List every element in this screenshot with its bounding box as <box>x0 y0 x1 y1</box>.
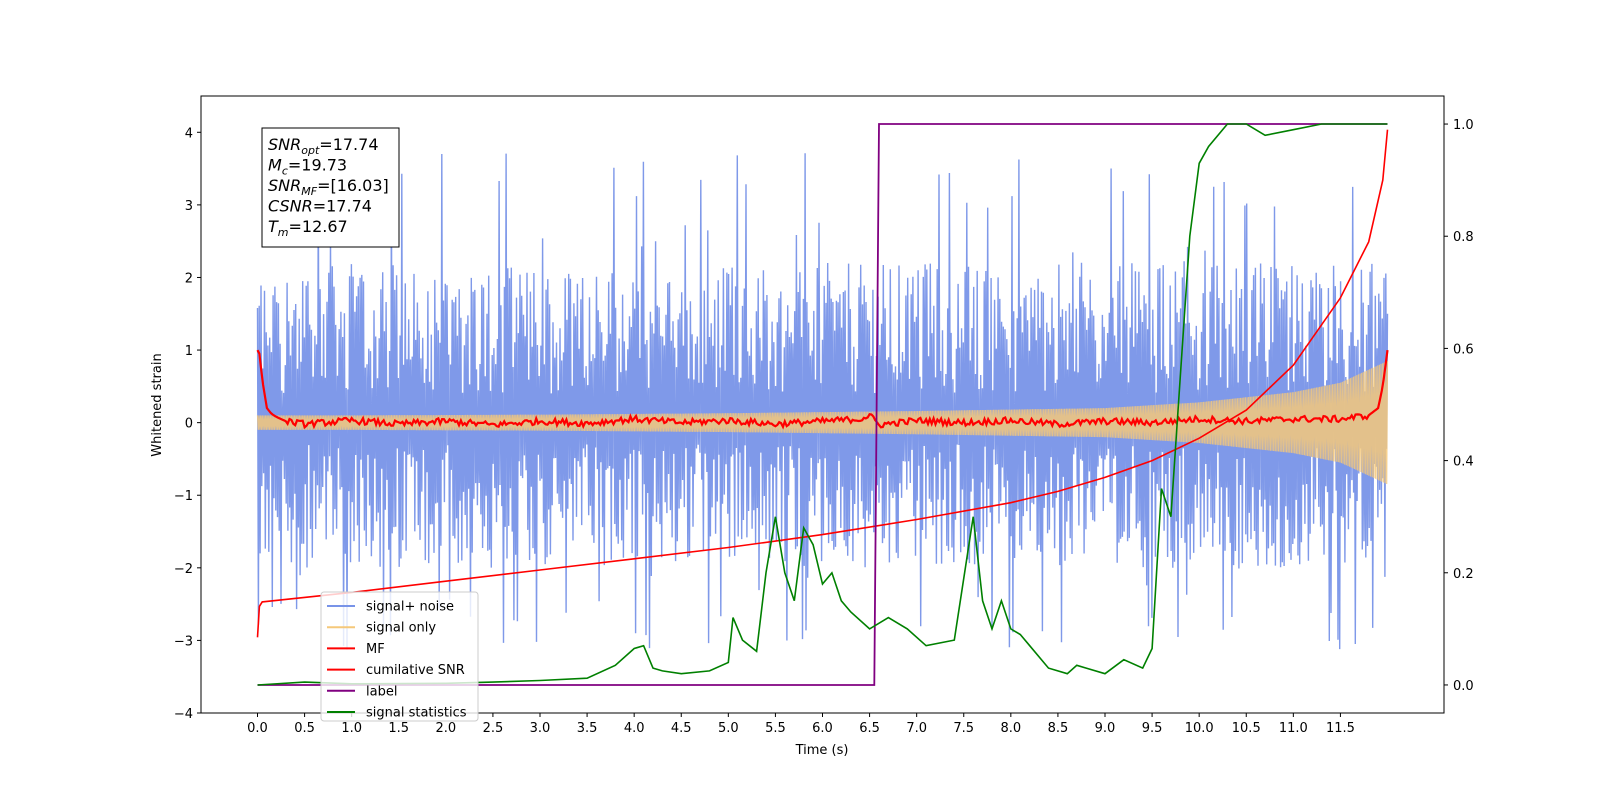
y-tick-label: 1 <box>185 344 193 359</box>
plot-area <box>256 123 1389 686</box>
annotation-value: =[16.03] <box>317 176 389 195</box>
x-tick-label: 7.0 <box>906 721 927 736</box>
x-tick-label: 11.5 <box>1326 721 1355 736</box>
y-tick-label: 0 <box>185 417 193 432</box>
legend-label: signal statistics <box>366 706 467 721</box>
annotation-frame <box>261 127 400 248</box>
y2-tick-label: 0.0 <box>1453 679 1474 694</box>
series-mf-line <box>256 349 1389 430</box>
series-label-line <box>257 123 1388 686</box>
x-axis: 0.0 0.5 1.0 1.5 2.0 2.5 3.0 3.5 4.0 4.5 5.0 5.5 6.0 6… <box>247 713 1355 736</box>
annotation-value: =17.74 <box>313 197 372 216</box>
x-tick-label: 6.0 <box>812 721 833 736</box>
y-tick-label: −1 <box>174 489 193 504</box>
x-tick-label: 1.0 <box>341 721 362 736</box>
annotation-symbol: CSNR <box>268 197 313 216</box>
annotation-box: SNRopt=17.74Mc=19.73SNRMF=[16.03]CSNR=17… <box>261 127 400 248</box>
annotation-symbol: SNR <box>268 135 301 154</box>
y-tick-label: −3 <box>174 634 193 649</box>
annotation-symbol: M <box>268 156 282 175</box>
legend: signal+ noise signal only MF cumilative SNR… <box>320 591 479 722</box>
annotation-symbol: SNR <box>268 176 301 195</box>
x-tick-label: 3.0 <box>530 721 551 736</box>
y-axis-label: Whitened strain <box>150 353 165 456</box>
y-tick-label: −2 <box>174 562 193 577</box>
y2-tick-label: 0.6 <box>1453 342 1474 357</box>
y-axis-right: 0.0 0.2 0.4 0.6 0.8 1.0 <box>1444 118 1474 694</box>
x-tick-label: 10.5 <box>1232 721 1261 736</box>
x-tick-label: 0.5 <box>294 721 315 736</box>
x-tick-label: 2.0 <box>435 721 456 736</box>
y-tick-label: −4 <box>174 707 193 722</box>
legend-label: label <box>366 684 397 699</box>
x-tick-label: 4.0 <box>624 721 645 736</box>
annotation-subscript: c <box>282 165 288 178</box>
annotation-line: SNRopt=17.74 <box>268 135 379 157</box>
legend-label: MF <box>366 642 385 657</box>
y2-tick-label: 1.0 <box>1453 118 1474 133</box>
y2-tick-label: 0.2 <box>1453 567 1474 582</box>
annotation-line: SNRMF=[16.03] <box>268 176 389 198</box>
x-tick-label: 9.5 <box>1142 721 1163 736</box>
legend-label: signal+ noise <box>366 600 454 615</box>
series-signal-statistics-line <box>257 123 1388 686</box>
annotation-symbol: T <box>268 217 279 236</box>
legend-label: cumilative SNR <box>366 663 465 678</box>
annotation-value: =12.67 <box>289 217 348 236</box>
y-tick-label: 3 <box>185 199 193 214</box>
y-tick-label: 2 <box>185 271 193 286</box>
legend-frame <box>320 591 479 722</box>
x-tick-label: 5.5 <box>765 721 786 736</box>
x-axis-label: Time (s) <box>795 743 849 758</box>
series-cumulative-snr-line <box>256 129 1389 638</box>
annotation-value: =19.73 <box>288 156 347 175</box>
x-tick-label: 0.0 <box>247 721 268 736</box>
annotation-line: Tm=12.67 <box>268 217 348 239</box>
x-tick-label: 3.5 <box>577 721 598 736</box>
x-tick-label: 8.0 <box>1000 721 1021 736</box>
x-tick-label: 11.0 <box>1279 721 1308 736</box>
x-tick-label: 2.5 <box>483 721 504 736</box>
x-tick-label: 4.5 <box>671 721 692 736</box>
y2-tick-label: 0.8 <box>1453 230 1474 245</box>
y2-tick-label: 0.4 <box>1453 455 1474 470</box>
annotation-line: Mc=19.73 <box>268 156 347 178</box>
annotation-subscript: m <box>278 226 289 239</box>
x-tick-label: 10.0 <box>1185 721 1214 736</box>
x-tick-label: 5.0 <box>718 721 739 736</box>
x-tick-label: 7.5 <box>953 721 974 736</box>
x-tick-label: 8.5 <box>1048 721 1069 736</box>
annotation-value: =17.74 <box>319 135 378 154</box>
legend-label: signal only <box>366 621 436 636</box>
annotation-line: CSNR=17.74 <box>268 197 372 216</box>
y-tick-label: 4 <box>185 126 193 141</box>
x-tick-label: 6.5 <box>859 721 880 736</box>
y-axis-left: −4 −3 −2 −1 0 1 2 3 4 <box>174 126 201 722</box>
annotation-subscript: MF <box>301 185 317 198</box>
x-tick-label: 9.0 <box>1095 721 1116 736</box>
annotation-subscript: opt <box>301 144 320 157</box>
series-signal-only-line <box>256 360 1389 485</box>
x-tick-label: 1.5 <box>388 721 409 736</box>
